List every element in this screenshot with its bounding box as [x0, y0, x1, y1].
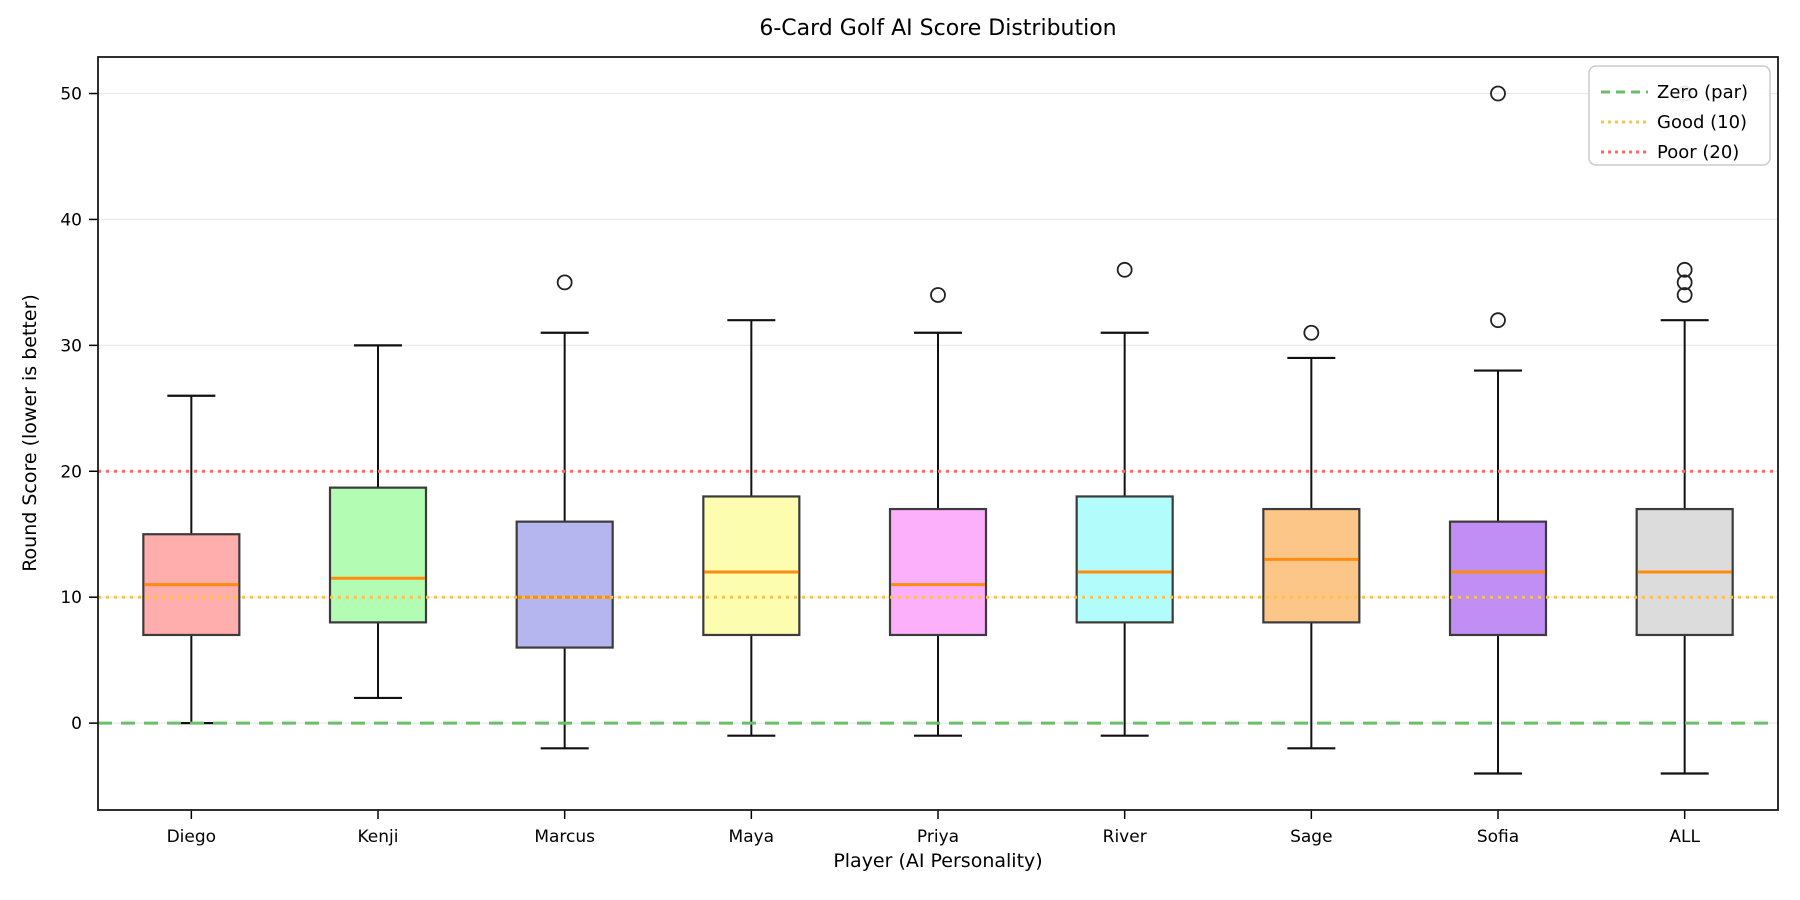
box-Kenji: [328, 344, 428, 700]
x-tick-label: Marcus: [534, 827, 595, 847]
box-Maya: [702, 319, 801, 737]
iqr-box: [1262, 507, 1361, 624]
iqr-box: [888, 507, 988, 637]
legend-label: Good (10): [1657, 112, 1747, 133]
x-tick-label: Sage: [1290, 827, 1332, 847]
y-tick-label: 0: [71, 714, 82, 734]
iqr-box: [702, 495, 801, 637]
outlier-point: [1490, 312, 1506, 329]
outlier-point: [1676, 274, 1693, 291]
box-Sage: [1262, 324, 1361, 750]
y-axis-ticks: 0 10 20 30 40 50: [60, 85, 98, 734]
outlier-point: [556, 274, 573, 291]
legend-label: Zero (par): [1657, 82, 1748, 103]
box-ALL: [1635, 85, 1734, 775]
x-tick-label: Priya: [917, 827, 959, 847]
legend-label: Poor (20): [1657, 142, 1739, 163]
outlier-point: [1303, 324, 1320, 341]
y-tick-label: 20: [60, 462, 82, 482]
box-Diego: [142, 394, 241, 725]
reference-lines: [98, 469, 1778, 725]
x-axis-label: Player (AI Personality): [833, 850, 1043, 872]
iqr-box: [515, 520, 614, 649]
plot-frame: [97, 56, 1779, 811]
x-tick-label: Diego: [167, 827, 216, 847]
legend: Zero (par) Good (10) Poor (20): [1588, 65, 1771, 166]
iqr-box: [1075, 495, 1174, 624]
x-tick-label: Sofia: [1477, 827, 1519, 847]
y-axis-label: Round Score (lower is better): [19, 294, 41, 572]
iqr-box: [328, 486, 428, 624]
y-tick-label: 10: [60, 588, 82, 608]
outlier-point: [1116, 261, 1133, 278]
box-Sofia: [1448, 85, 1548, 775]
y-tick-label: 50: [60, 85, 82, 105]
x-tick-label: ALL: [1669, 827, 1700, 847]
box-Marcus: [515, 274, 614, 750]
x-tick-label: Maya: [729, 827, 775, 847]
outlier-point: [930, 287, 946, 303]
outlier-point: [1676, 287, 1693, 303]
outlier-point: [1490, 85, 1506, 102]
x-tick-label: Kenji: [358, 827, 399, 847]
outlier-point: [1676, 261, 1693, 278]
x-axis-ticks: Diego Kenji Marcus Maya Priya River Sage Sofia A…: [167, 810, 1700, 847]
iqr-box: [1448, 520, 1548, 637]
box-Priya: [888, 287, 988, 737]
x-tick-label: River: [1103, 827, 1147, 847]
box-River: [1075, 261, 1174, 737]
y-tick-label: 40: [60, 210, 82, 230]
y-tick-label: 30: [60, 336, 82, 356]
chart-title: 6-Card Golf AI Score Distribution: [759, 16, 1117, 41]
